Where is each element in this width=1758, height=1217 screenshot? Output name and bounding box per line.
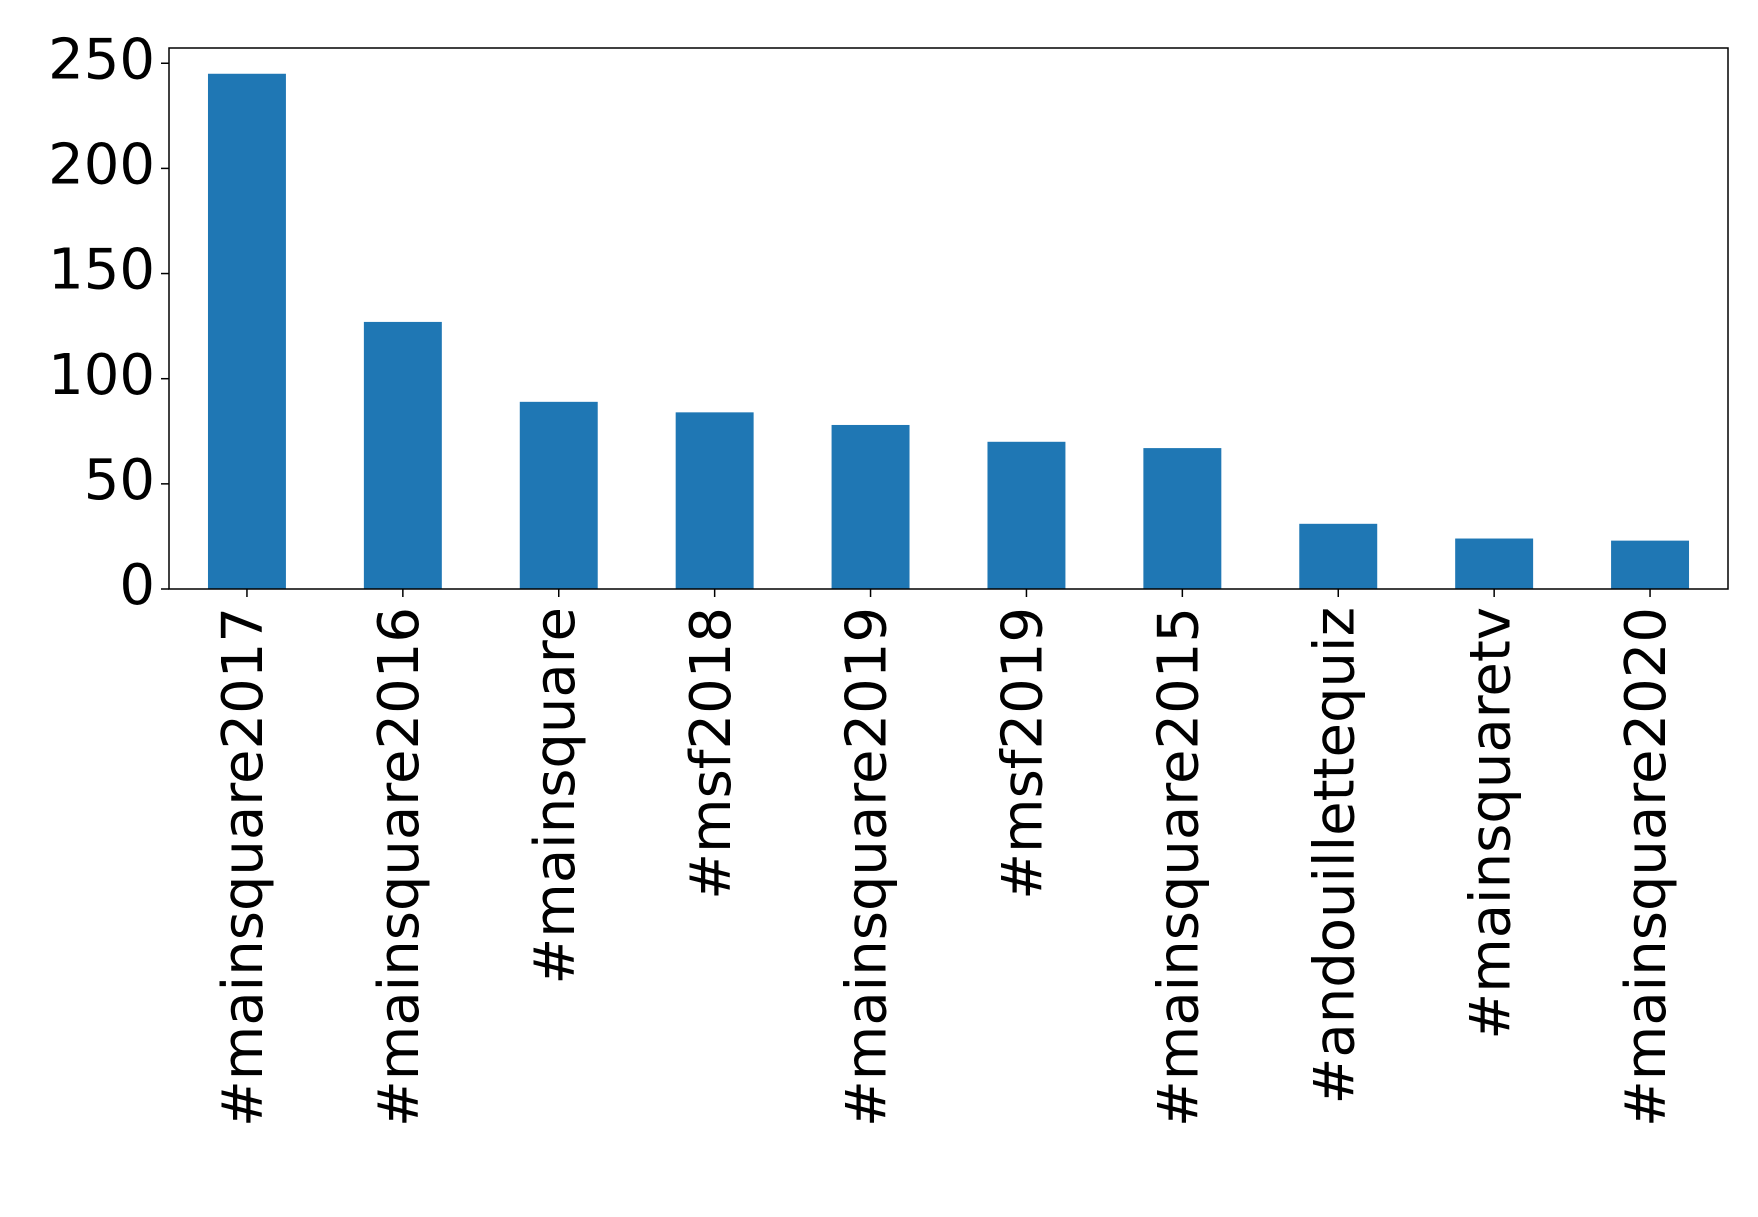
- x-tick-label: #andouillettequiz: [1302, 607, 1367, 1105]
- y-tick-label: 150: [48, 238, 155, 303]
- bar: [207, 73, 286, 589]
- bar: [1611, 540, 1690, 589]
- bar: [831, 424, 910, 589]
- y-tick-label: 50: [84, 448, 155, 513]
- bar: [519, 401, 598, 589]
- x-tick-label: #mainsquare: [523, 607, 588, 985]
- bar: [987, 441, 1066, 589]
- bar: [1455, 538, 1534, 589]
- bar: [675, 412, 754, 589]
- x-tick-label: #mainsquaretv: [1458, 607, 1523, 1040]
- bar: [363, 321, 442, 589]
- x-tick-label: #msf2019: [991, 607, 1056, 900]
- y-tick-label: 100: [48, 343, 155, 408]
- axes-frame: [168, 47, 1729, 590]
- x-tick-label: #mainsquare2017: [211, 607, 276, 1127]
- x-tick-label: #msf2018: [679, 607, 744, 900]
- x-tick-label: #mainsquare2015: [1146, 607, 1211, 1127]
- y-tick-label: 250: [48, 27, 155, 92]
- y-tick-label: 0: [119, 553, 155, 618]
- x-tick-label: #mainsquare2016: [367, 607, 432, 1127]
- y-tick-label: 200: [48, 133, 155, 198]
- bar: [1299, 523, 1378, 589]
- x-tick-label: #mainsquare2019: [835, 607, 900, 1127]
- bar: [1143, 448, 1222, 589]
- x-tick-label: #mainsquare2020: [1614, 607, 1679, 1127]
